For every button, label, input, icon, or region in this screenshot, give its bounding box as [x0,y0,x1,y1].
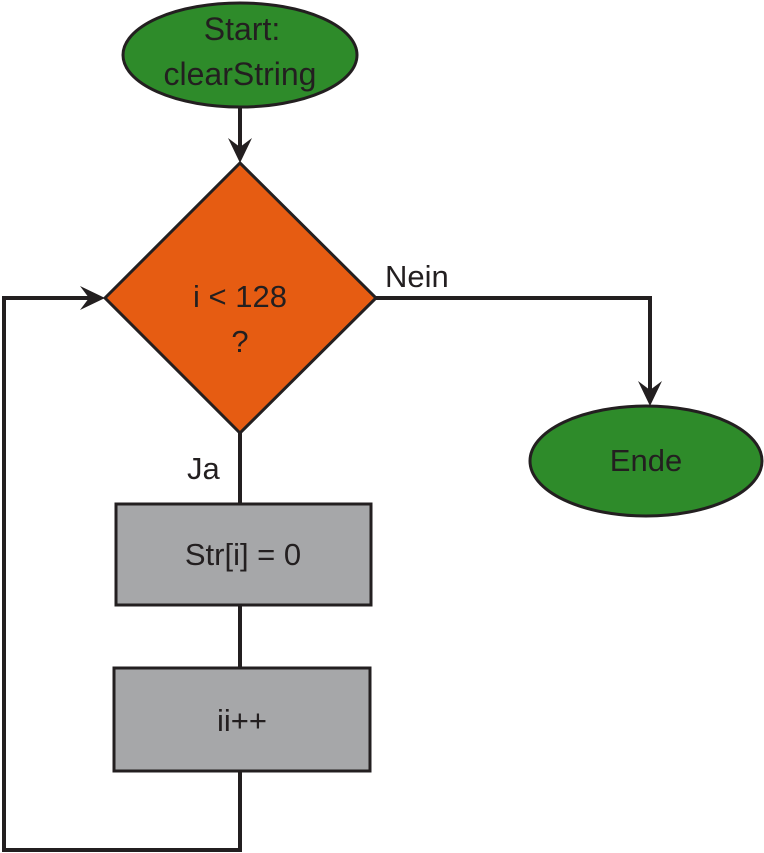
end-ellipse [528,404,764,518]
process1-node: Str[i] = 0 [114,502,373,607]
connector-loop-back [2,296,242,852]
decision-node: i < 128 ? [102,160,379,436]
arrowhead-decision-to-end [638,381,662,406]
connectors [2,108,662,852]
process1-label: Str[i] = 0 [185,537,301,572]
end-label: Ende [610,443,682,478]
edge-label-no: Nein [385,259,449,294]
process2-box [112,666,372,773]
arrowhead-start-to-decision [228,138,252,163]
process1-box [114,502,373,607]
arrowhead-loop-back [80,286,105,310]
edge-label-yes: Ja [187,451,221,486]
decision-diamond [102,160,379,436]
decision-label-line1: i < 128 [193,279,287,314]
start-label-line1: Start: [204,11,280,47]
connector-decision-to-end [376,296,652,393]
process2-label: ii++ [217,703,267,738]
process2-node: ii++ [112,666,372,773]
start-label-line2: clearString [164,56,317,92]
start-ellipse [121,1,359,109]
start-node: Start: clearString [121,1,359,109]
decision-label-line2: ? [231,324,248,359]
end-node: Ende [528,404,764,518]
